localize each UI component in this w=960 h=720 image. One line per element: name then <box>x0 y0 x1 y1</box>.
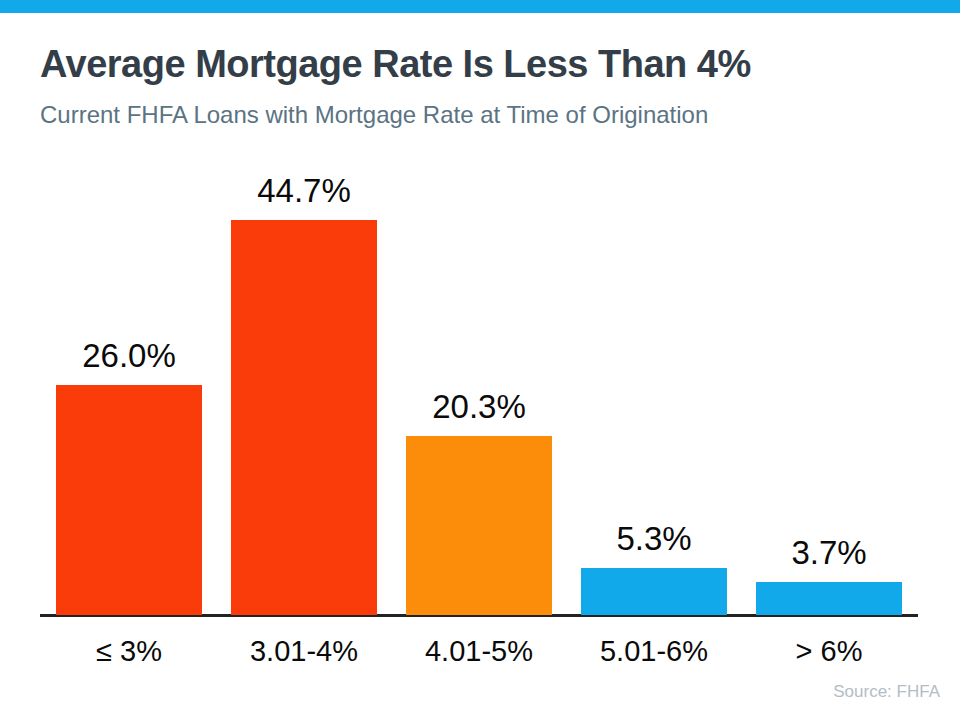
bar-segment <box>581 568 727 615</box>
bar-value-label: 20.3% <box>376 386 582 428</box>
bar-segment <box>406 436 552 615</box>
x-axis-category-label: > 6% <box>726 632 932 670</box>
bar-segment <box>756 582 902 615</box>
source-attribution: Source: FHFA <box>833 682 940 702</box>
bar-segment <box>231 220 377 615</box>
bar-chart: 26.0%≤ 3%44.7%3.01-4%20.3%4.01-5%5.3%5.0… <box>0 0 960 720</box>
bar-segment <box>56 385 202 615</box>
bar-value-label: 3.7% <box>726 532 932 574</box>
bar-value-label: 44.7% <box>201 170 407 212</box>
bar-value-label: 26.0% <box>26 335 232 377</box>
slide-canvas: Average Mortgage Rate Is Less Than 4% Cu… <box>0 0 960 720</box>
